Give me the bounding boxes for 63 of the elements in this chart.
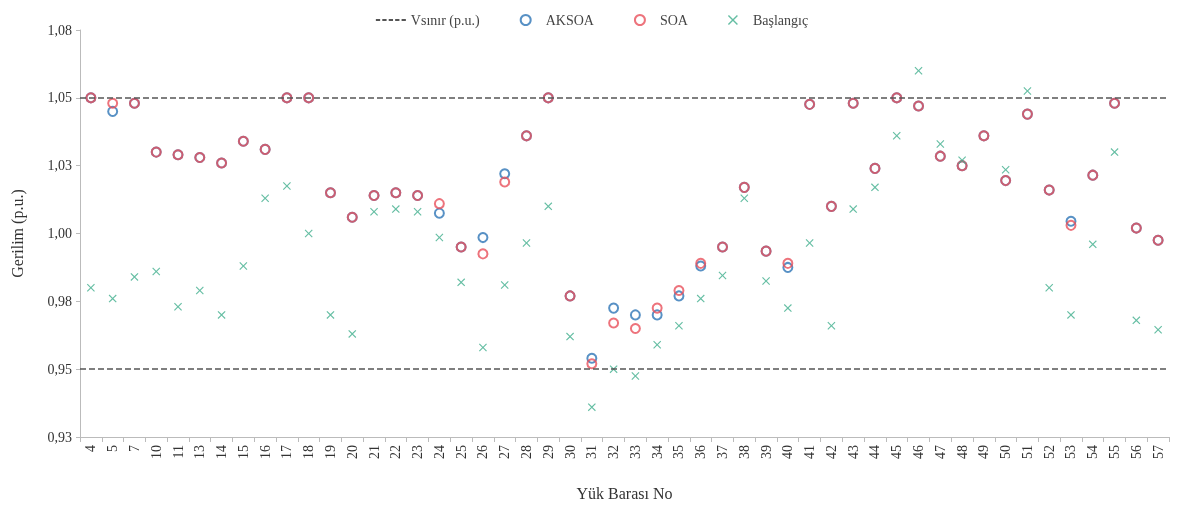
- x-tick-label: 52: [1041, 445, 1057, 459]
- x-tick-label: 53: [1063, 445, 1079, 459]
- legend-label: Başlangıç: [752, 12, 809, 28]
- x-tick-label: 31: [584, 445, 600, 459]
- x-tick-label: 23: [410, 445, 426, 459]
- y-tick-label: 0,93: [47, 429, 72, 445]
- x-tick-label: 4: [83, 445, 99, 452]
- x-tick-label: 33: [627, 445, 643, 459]
- legend-label: Vsınır (p.u.): [410, 12, 481, 29]
- x-tick-label: 44: [867, 445, 883, 459]
- x-tick-label: 36: [693, 445, 709, 459]
- y-tick-label: 0,95: [47, 361, 72, 377]
- legend-label: AKSOA: [545, 12, 595, 28]
- x-tick-label: 43: [845, 445, 861, 459]
- x-tick-label: 32: [606, 445, 622, 459]
- y-tick-label: 1,00: [47, 226, 72, 241]
- y-tick-label: 0,98: [47, 293, 72, 309]
- x-tick-label: 46: [911, 445, 927, 459]
- x-tick-label: 30: [562, 445, 578, 459]
- x-tick-label: 22: [388, 445, 404, 459]
- x-tick-label: 38: [736, 445, 752, 459]
- x-tick-label: 7: [126, 445, 142, 452]
- x-tick-label: 20: [344, 445, 360, 459]
- x-tick-label: 27: [497, 445, 513, 459]
- y-tick-label: 1,03: [47, 158, 72, 174]
- x-tick-label: 57: [1150, 445, 1166, 459]
- x-tick-label: 50: [998, 445, 1014, 459]
- x-axis-title: Yük Barası No: [576, 484, 673, 502]
- x-tick-label: 47: [932, 445, 948, 459]
- x-tick-label: 21: [366, 445, 382, 459]
- x-tick-label: 10: [148, 445, 164, 459]
- x-tick-label: 29: [540, 445, 556, 459]
- x-tick-label: 24: [431, 445, 447, 459]
- x-tick-label: 16: [257, 445, 273, 459]
- x-tick-label: 5: [105, 445, 121, 452]
- x-tick-label: 55: [1107, 445, 1123, 459]
- x-tick-label: 42: [823, 445, 839, 459]
- x-tick-label: 13: [192, 445, 208, 459]
- y-axis-title: Gerilim (p.u.): [8, 189, 27, 278]
- x-tick-label: 35: [671, 445, 687, 459]
- x-tick-label: 39: [758, 445, 774, 459]
- x-tick-label: 15: [235, 445, 251, 459]
- y-tick-label: 1,08: [47, 22, 72, 38]
- x-tick-label: 37: [715, 445, 731, 459]
- y-tick-label: 1,05: [47, 90, 72, 106]
- x-tick-label: 25: [453, 445, 469, 459]
- x-tick-label: 51: [1019, 445, 1035, 459]
- x-tick-label: 56: [1128, 445, 1144, 459]
- x-tick-label: 11: [170, 445, 186, 459]
- x-tick-label: 40: [780, 445, 796, 459]
- x-tick-label: 48: [954, 445, 970, 459]
- legend-label: SOA: [659, 12, 689, 28]
- x-tick-label: 54: [1085, 445, 1101, 459]
- x-tick-label: 45: [889, 445, 905, 459]
- x-tick-label: 14: [214, 445, 230, 459]
- x-tick-label: 26: [475, 445, 491, 459]
- x-tick-label: 49: [976, 445, 992, 459]
- x-tick-label: 18: [301, 445, 317, 459]
- x-tick-label: 41: [802, 445, 818, 459]
- x-tick-label: 34: [649, 445, 665, 459]
- x-tick-label: 17: [279, 445, 295, 459]
- x-tick-label: 19: [322, 445, 338, 459]
- x-tick-label: 28: [518, 445, 534, 459]
